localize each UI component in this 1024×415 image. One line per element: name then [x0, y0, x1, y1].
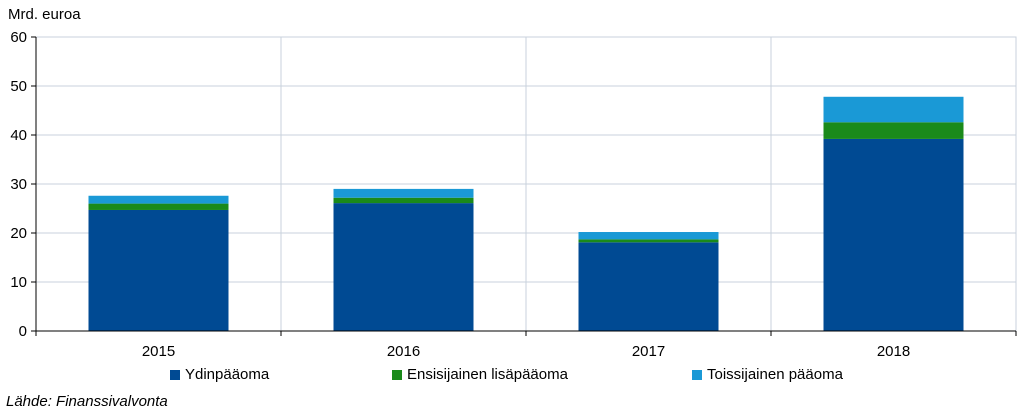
legend-swatch-ydinpaaoma [170, 369, 180, 380]
bar-segment-2018-0 [823, 138, 964, 331]
y-tick-label: 30 [10, 176, 27, 193]
axes: 0 10 20 30 40 50 60 2015 2016 2017 2018 [10, 29, 1017, 360]
legend-label-toissijainen-paaoma: Toissijainen pääoma [707, 366, 843, 383]
legend-item-ydinpaaoma: Ydinpääoma [170, 366, 269, 383]
x-tick-label: 2016 [387, 343, 420, 360]
stacked-bar-chart: 0 10 20 30 40 50 60 2015 2016 2017 2018 [10, 29, 1017, 360]
bar-segment-2017-0 [578, 242, 719, 331]
y-tick-label: 60 [10, 29, 27, 46]
bar-segment-2015-0 [88, 209, 229, 331]
y-tick-label: 40 [10, 127, 27, 144]
bar-segment-2017-2 [578, 232, 719, 240]
y-tick-label: 0 [19, 323, 27, 340]
y-tick-label: 10 [10, 274, 27, 291]
y-tick-label: 20 [10, 225, 27, 242]
x-tick-label: 2018 [877, 343, 910, 360]
legend-item-toissijainen-paaoma: Toissijainen pääoma [692, 366, 843, 383]
bar-segment-2018-1 [823, 122, 964, 139]
legend-item-ensisijainen-lisapaaoma: Ensisijainen lisäpääoma [392, 366, 568, 383]
bar-segment-2016-0 [333, 203, 474, 331]
legend-swatch-toissijainen-paaoma [692, 369, 702, 380]
bar-segment-2015-2 [88, 195, 229, 204]
legend-swatch-ensisijainen-lisapaaoma [392, 369, 402, 380]
legend-label-ensisijainen-lisapaaoma: Ensisijainen lisäpääoma [407, 366, 568, 383]
bars [88, 96, 964, 331]
x-tick-label: 2017 [632, 343, 665, 360]
bar-segment-2015-1 [88, 203, 229, 210]
bar-segment-2016-2 [333, 188, 474, 198]
source-note: Lähde: Finanssivalvonta [6, 393, 168, 410]
bar-segment-2017-1 [578, 239, 719, 243]
x-tick-label: 2015 [142, 343, 175, 360]
bar-segment-2018-2 [823, 96, 964, 123]
legend-label-ydinpaaoma: Ydinpääoma [185, 366, 270, 383]
bar-segment-2016-1 [333, 197, 474, 204]
legend: Ydinpääoma Ensisijainen lisäpääoma Toiss… [0, 366, 1024, 386]
y-tick-label: 50 [10, 78, 27, 95]
y-axis-unit-label: Mrd. euroa [8, 6, 81, 23]
